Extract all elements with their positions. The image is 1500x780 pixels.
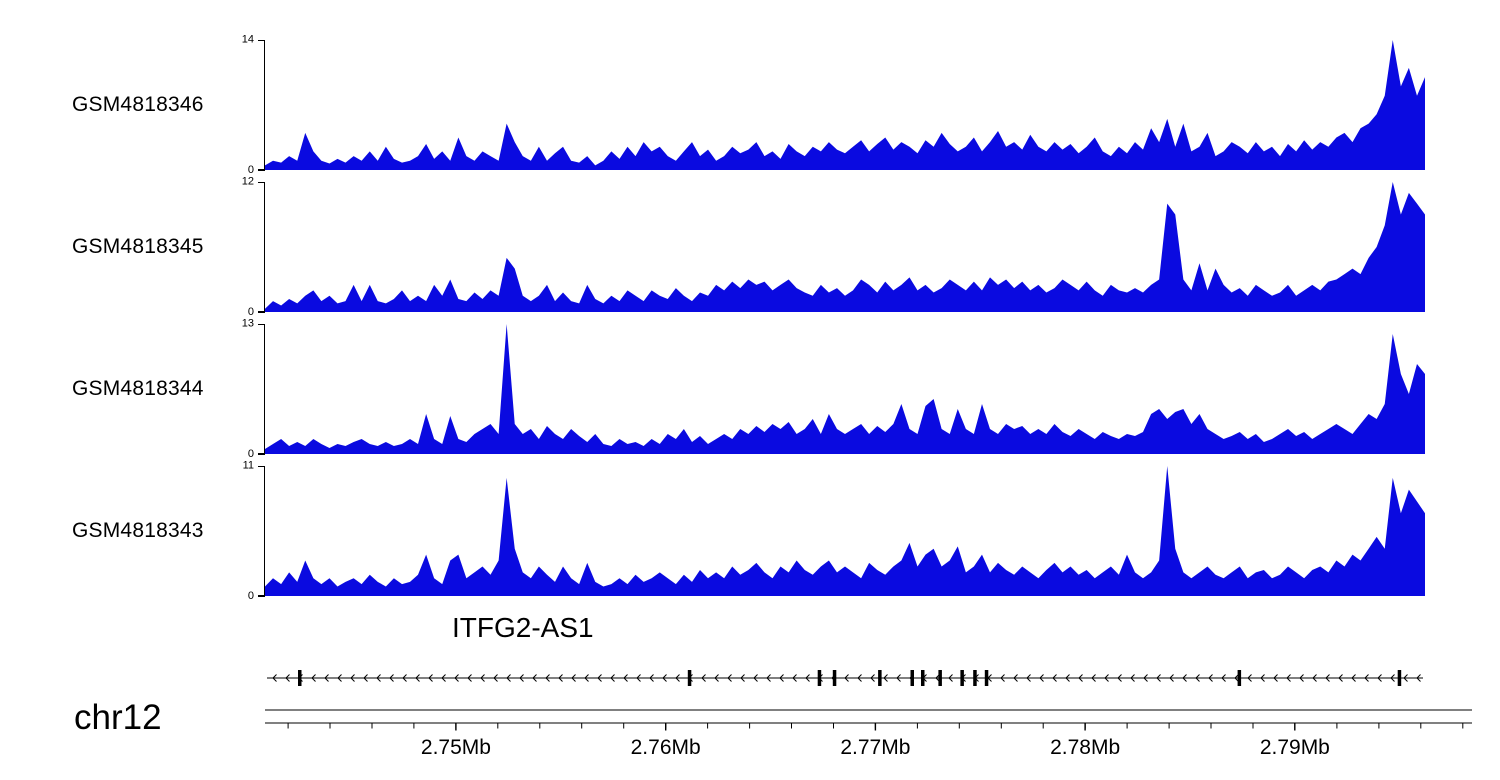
y-zero-label: 0 — [247, 448, 254, 460]
y-max-label: 13 — [241, 317, 254, 330]
genome-ruler — [265, 709, 1472, 731]
ruler-tick-label: 2.75Mb — [420, 736, 491, 759]
coverage-plot — [265, 324, 1425, 454]
track-label: GSM4818343 — [72, 519, 204, 542]
y-axis-top-tick — [258, 465, 265, 467]
track-y-axis: 11 0 — [225, 459, 265, 602]
track-row: GSM4818345 12 0 — [0, 175, 1500, 318]
coverage-plot — [265, 40, 1425, 170]
track-y-axis: 12 0 — [225, 175, 265, 318]
track-y-axis: 13 0 — [225, 317, 265, 460]
track-row: GSM4818346 14 0 — [0, 33, 1500, 176]
ruler-tick-label: 2.78Mb — [1050, 736, 1121, 759]
y-axis-bottom-tick — [258, 311, 265, 313]
gene-model-track — [267, 670, 1423, 686]
track-label: GSM4818346 — [72, 93, 204, 116]
coverage-plot — [265, 182, 1425, 312]
y-zero-label: 0 — [247, 164, 254, 176]
track-row: GSM4818343 11 0 — [0, 459, 1500, 602]
y-max-label: 12 — [241, 175, 254, 188]
y-axis-bottom-tick — [258, 453, 265, 455]
ruler-tick-label: 2.76Mb — [630, 736, 701, 759]
ruler-tick-label: 2.77Mb — [840, 736, 911, 759]
track-label: GSM4818345 — [72, 235, 204, 258]
coverage-plot — [265, 466, 1425, 596]
y-axis-top-tick — [258, 39, 265, 41]
ruler-tick-label: 2.79Mb — [1259, 736, 1330, 759]
track-row: GSM4818344 13 0 — [0, 317, 1500, 460]
y-axis-top-tick — [258, 323, 265, 325]
y-zero-label: 0 — [247, 306, 254, 318]
y-max-label: 11 — [242, 459, 254, 472]
y-axis-top-tick — [258, 181, 265, 183]
y-axis-line — [264, 40, 265, 170]
y-axis-line — [264, 182, 265, 312]
gene-name-label: ITFG2-AS1 — [452, 612, 594, 643]
y-zero-label: 0 — [247, 590, 254, 602]
y-axis-bottom-tick — [258, 169, 265, 171]
y-max-label: 14 — [241, 33, 254, 46]
track-label: GSM4818344 — [72, 377, 204, 400]
y-axis-line — [264, 324, 265, 454]
y-axis-line — [264, 466, 265, 596]
track-y-axis: 14 0 — [225, 33, 265, 176]
y-axis-bottom-tick — [258, 595, 265, 597]
chromosome-label: chr12 — [74, 698, 162, 737]
